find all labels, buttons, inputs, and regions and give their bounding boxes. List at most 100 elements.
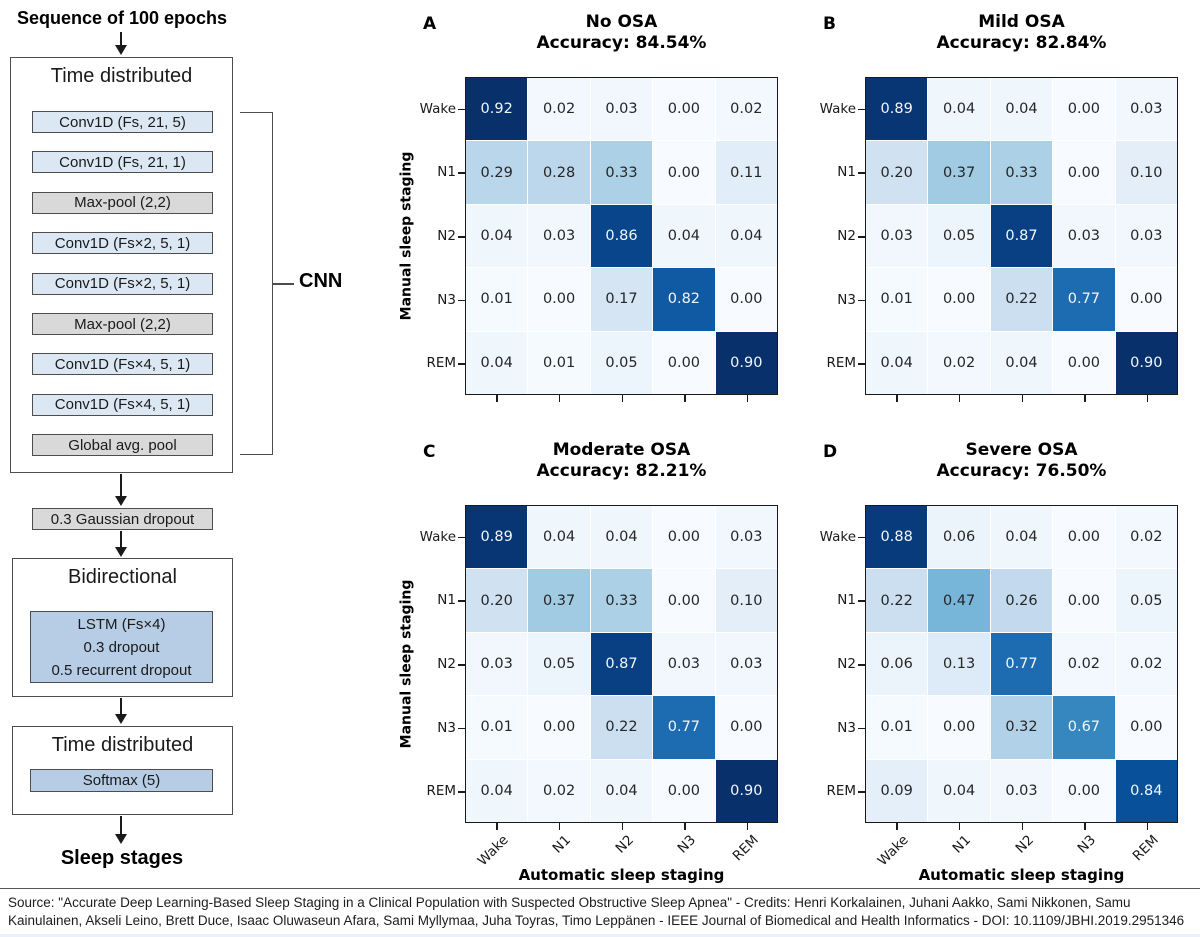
matrix-cell-N3-Wake: 0.01 [866,268,928,331]
matrix-cell-N1-Wake: 0.20 [466,569,528,632]
confusion-matrix: 0.92 0.02 0.03 0.00 0.02 0.29 0.28 0.33 0.00 0.11… [465,77,778,395]
matrix-cell-N3-N3: 0.77 [1053,268,1115,331]
matrix-cell-Wake-N2: 0.04 [990,78,1053,141]
source-citation: Source: "Accurate Deep Learning-Based Sl… [8,895,1185,928]
cnn-label: CNN [299,270,343,292]
time-distributed-label: Time distributed [50,65,193,87]
bidirectional-label: Bidirectional [68,566,177,588]
matrix-cell-REM-Wake: 0.04 [466,759,528,822]
matrix-cell-N3-Wake: 0.01 [466,268,528,331]
x-tick-label-REM: REM [1129,832,1163,865]
x-tick-mark [1084,395,1086,402]
lstm-line: 0.5 recurrent dropout [51,661,192,679]
matrix-cell-Wake-N1: 0.04 [928,78,990,141]
y-tick-label-Wake: Wake [819,100,856,117]
matrix-cell-Wake-REM: 0.03 [715,506,777,569]
y-tick-mark [458,600,465,602]
y-tick-label-N1: N1 [837,164,856,181]
arrow-line [120,531,122,547]
matrix-cell-N3-Wake: 0.01 [866,696,928,759]
matrix-cell-N3-N2: 0.22 [990,268,1053,331]
x-axis-title: Automatic sleep staging [518,866,725,884]
panel-condition: Severe OSA [965,440,1078,460]
matrix-cell-REM-N1: 0.02 [928,331,990,394]
x-tick-label-N3: N3 [674,832,700,857]
y-tick-mark [858,108,865,111]
matrix-cell-N3-N1: 0.00 [528,268,590,331]
y-tick-label-Wake: Wake [419,100,456,117]
matrix-cell-REM-N3: 0.00 [653,759,715,822]
x-tick-mark [746,395,749,402]
arrow-line [120,32,122,46]
matrix-cell-REM-REM: 0.90 [715,331,777,394]
panel-letter: D [823,442,838,462]
x-tick-mark [1146,823,1149,830]
y-tick-mark [858,600,865,602]
y-tick-label-N1: N1 [437,164,456,181]
x-tick-label-Wake: Wake [874,832,912,870]
y-tick-mark [858,299,865,302]
lstm-line: 0.3 dropout [83,638,160,656]
panel-condition: Moderate OSA [552,440,691,460]
time-distributed-label: Time distributed [51,734,194,756]
matrix-cell-Wake-N3: 0.00 [653,78,715,141]
matrix-cell-N2-REM: 0.02 [1115,632,1177,696]
y-tick-label-N2: N2 [437,228,456,244]
y-tick-label-REM: REM [826,355,856,372]
bottom-edge [0,934,1200,937]
panel-letter: B [823,14,836,34]
conv1d-layer-box: Conv1D (Fs×4, 5, 1) [32,353,213,376]
x-tick-mark [684,395,686,402]
y-tick-label-N3: N3 [437,719,456,736]
matrix-cell-N1-N3: 0.00 [1053,569,1115,632]
matrix-cell-REM-N2: 0.03 [990,759,1053,822]
y-tick-mark [858,791,865,793]
y-tick-mark [858,536,865,539]
matrix-cell-Wake-N1: 0.02 [528,78,590,141]
conv1d-layer-box: Conv1D (Fs, 21, 5) [32,111,213,133]
y-tick-mark [858,664,865,666]
confusion-matrix: 0.89 0.04 0.04 0.00 0.03 0.20 0.37 0.33 0.00 0.10… [465,505,778,823]
x-tick-mark [896,823,898,830]
y-tick-label-N2: N2 [837,656,856,672]
matrix-cell-N1-N1: 0.28 [528,141,590,204]
matrix-cell-N1-N2: 0.26 [990,569,1053,632]
matrix-cell-N2-Wake: 0.03 [866,204,928,268]
conv1d-layer-box: Conv1D (Fs×2, 5, 1) [32,232,213,255]
matrix-cell-N1-Wake: 0.29 [466,141,528,204]
cnn-bracket-tick [273,283,294,285]
x-tick-mark [1021,395,1023,402]
matrix-cell-N2-N3: 0.03 [653,632,715,696]
y-tick-label-REM: REM [826,783,856,800]
conv1d-layer-box: Conv1D (Fs×2, 5, 1) [32,272,213,295]
panel-mild-osa: B Mild OSA Accuracy: 82.84% Wake N1 N2 N3 RE… [790,6,1190,461]
x-tick-label-N3: N3 [1074,832,1100,857]
panel-title: Moderate OSA Accuracy: 82.21% [465,440,778,482]
arrow-line [120,474,122,496]
x-tick-label-REM: REM [729,832,763,865]
matrix-cell-N3-N3: 0.77 [653,696,715,759]
confusion-matrix: 0.89 0.04 0.04 0.00 0.03 0.20 0.37 0.33 0.00 0.10… [865,77,1178,395]
matrix-cell-N2-N3: 0.02 [1053,632,1115,696]
matrix-cell-N1-REM: 0.11 [715,141,777,204]
y-tick-mark [458,791,465,793]
matrix-cell-REM-REM: 0.84 [1115,759,1177,822]
y-tick-mark [858,172,865,174]
arrow-head-icon [115,496,127,506]
panel-title: No OSA Accuracy: 84.54% [465,12,778,54]
matrix-cell-REM-N2: 0.04 [990,331,1053,394]
matrix-cell-N3-N1: 0.00 [928,268,990,331]
y-tick-mark [458,108,465,111]
y-tick-mark [458,299,465,302]
panel-condition: Mild OSA [978,12,1065,32]
matrix-cell-N1-N2: 0.33 [590,569,653,632]
x-tick-mark [1021,823,1023,830]
y-tick-label-REM: REM [426,355,456,372]
matrix-cell-N3-N2: 0.32 [990,696,1053,759]
panel-severe-osa: D Severe OSA Accuracy: 76.50% Wake N1 N2 N3… [790,434,1190,889]
matrix-cell-N2-N3: 0.04 [653,204,715,268]
panel-condition: No OSA [585,12,658,32]
y-tick-mark [858,363,865,365]
matrix-cell-N1-N3: 0.00 [653,141,715,204]
matrix-cell-N3-Wake: 0.01 [466,696,528,759]
